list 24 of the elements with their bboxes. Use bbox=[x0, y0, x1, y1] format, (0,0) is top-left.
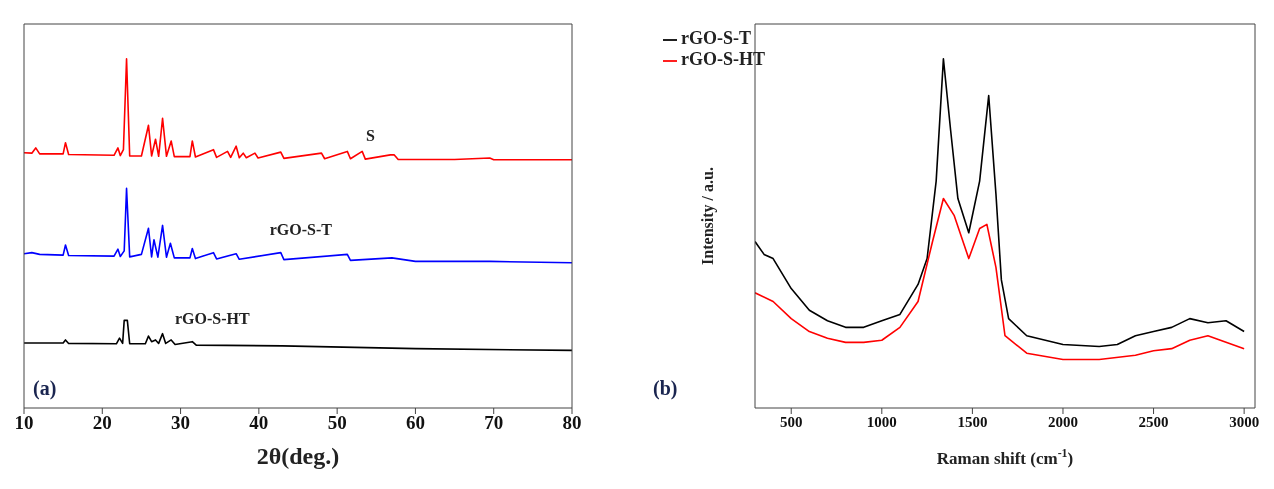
series-label: rGO-S-HT bbox=[174, 309, 250, 327]
x-tick-label: 50 bbox=[327, 412, 347, 434]
x-tick-label: 2000 bbox=[1047, 413, 1078, 430]
legend-label: rGO-S-HT bbox=[681, 49, 765, 69]
x-tick-label: 1000 bbox=[866, 413, 897, 430]
x-tick-label: 3000 bbox=[1229, 413, 1260, 430]
series-label: S bbox=[366, 126, 375, 144]
x-tick-label: 20 bbox=[92, 412, 112, 434]
x-tick-label: 40 bbox=[249, 412, 269, 434]
x-tick-label: 2500 bbox=[1138, 413, 1169, 430]
text: (b) bbox=[653, 377, 678, 400]
x-tick-label: 60 bbox=[405, 412, 425, 434]
x-axis-title: 2θ(deg.) bbox=[256, 443, 340, 469]
annotation: (a) bbox=[33, 377, 57, 400]
x-tick-label: 70 bbox=[484, 412, 504, 434]
legend-label: rGO-S-T bbox=[681, 28, 751, 48]
x-axis-title: Raman shift (cm$^{-1}$) bbox=[936, 446, 1074, 468]
y-axis-title: Intensity / a.u. bbox=[699, 167, 717, 265]
x-tick-label: 10 bbox=[14, 412, 34, 434]
series-label: rGO-S-T bbox=[269, 220, 333, 238]
x-tick-label: 30 bbox=[171, 412, 191, 434]
x-tick-label: 80 bbox=[562, 412, 582, 434]
x-tick-label: 500 bbox=[779, 413, 803, 430]
x-tick-label: 1500 bbox=[957, 413, 988, 430]
